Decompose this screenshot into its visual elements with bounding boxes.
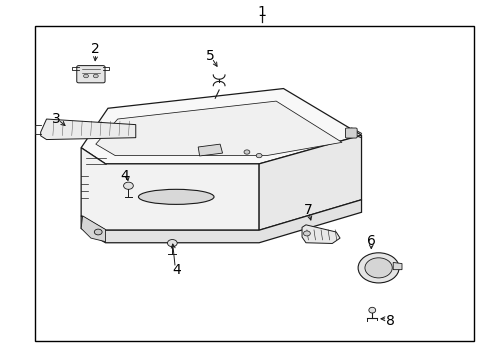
Text: 4: 4 (171, 264, 180, 277)
Polygon shape (41, 119, 136, 140)
Text: 6: 6 (366, 234, 375, 248)
Text: 7: 7 (303, 203, 312, 217)
Polygon shape (81, 216, 105, 242)
Text: 4: 4 (121, 170, 129, 183)
Polygon shape (81, 89, 361, 164)
Circle shape (94, 229, 102, 235)
Text: 5: 5 (205, 49, 214, 63)
Polygon shape (81, 148, 259, 230)
Circle shape (256, 153, 262, 158)
Circle shape (83, 74, 88, 78)
Polygon shape (198, 144, 222, 156)
Circle shape (357, 253, 398, 283)
Text: 8: 8 (386, 314, 394, 328)
FancyBboxPatch shape (345, 128, 356, 138)
Ellipse shape (368, 307, 375, 313)
Polygon shape (392, 262, 401, 270)
FancyBboxPatch shape (77, 66, 105, 83)
Circle shape (93, 74, 98, 78)
Ellipse shape (138, 189, 214, 204)
Circle shape (303, 231, 310, 236)
Polygon shape (96, 101, 341, 156)
Text: 3: 3 (52, 112, 61, 126)
Polygon shape (81, 200, 361, 243)
Polygon shape (259, 135, 361, 230)
Circle shape (123, 182, 133, 189)
Circle shape (167, 239, 177, 247)
Circle shape (364, 258, 391, 278)
Text: 1: 1 (257, 5, 265, 19)
Bar (35, 26, 473, 341)
Polygon shape (302, 225, 339, 243)
Circle shape (244, 150, 249, 154)
Text: 2: 2 (91, 42, 100, 56)
